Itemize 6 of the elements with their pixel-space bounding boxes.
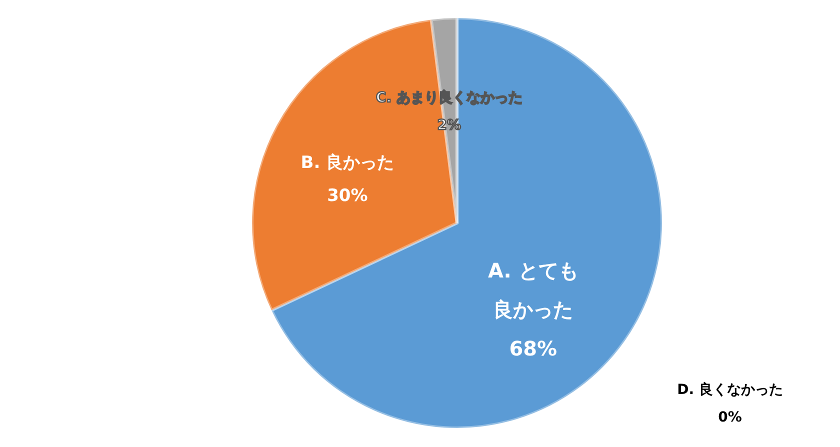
data-label: 30% <box>327 186 368 206</box>
slice-label: A. とても良かった <box>488 258 578 322</box>
slice-label: B. 良かった <box>300 152 394 173</box>
text: 0% <box>718 409 742 426</box>
data-label: 68% <box>509 336 558 360</box>
category-label: D. 良くなかった <box>677 382 783 398</box>
